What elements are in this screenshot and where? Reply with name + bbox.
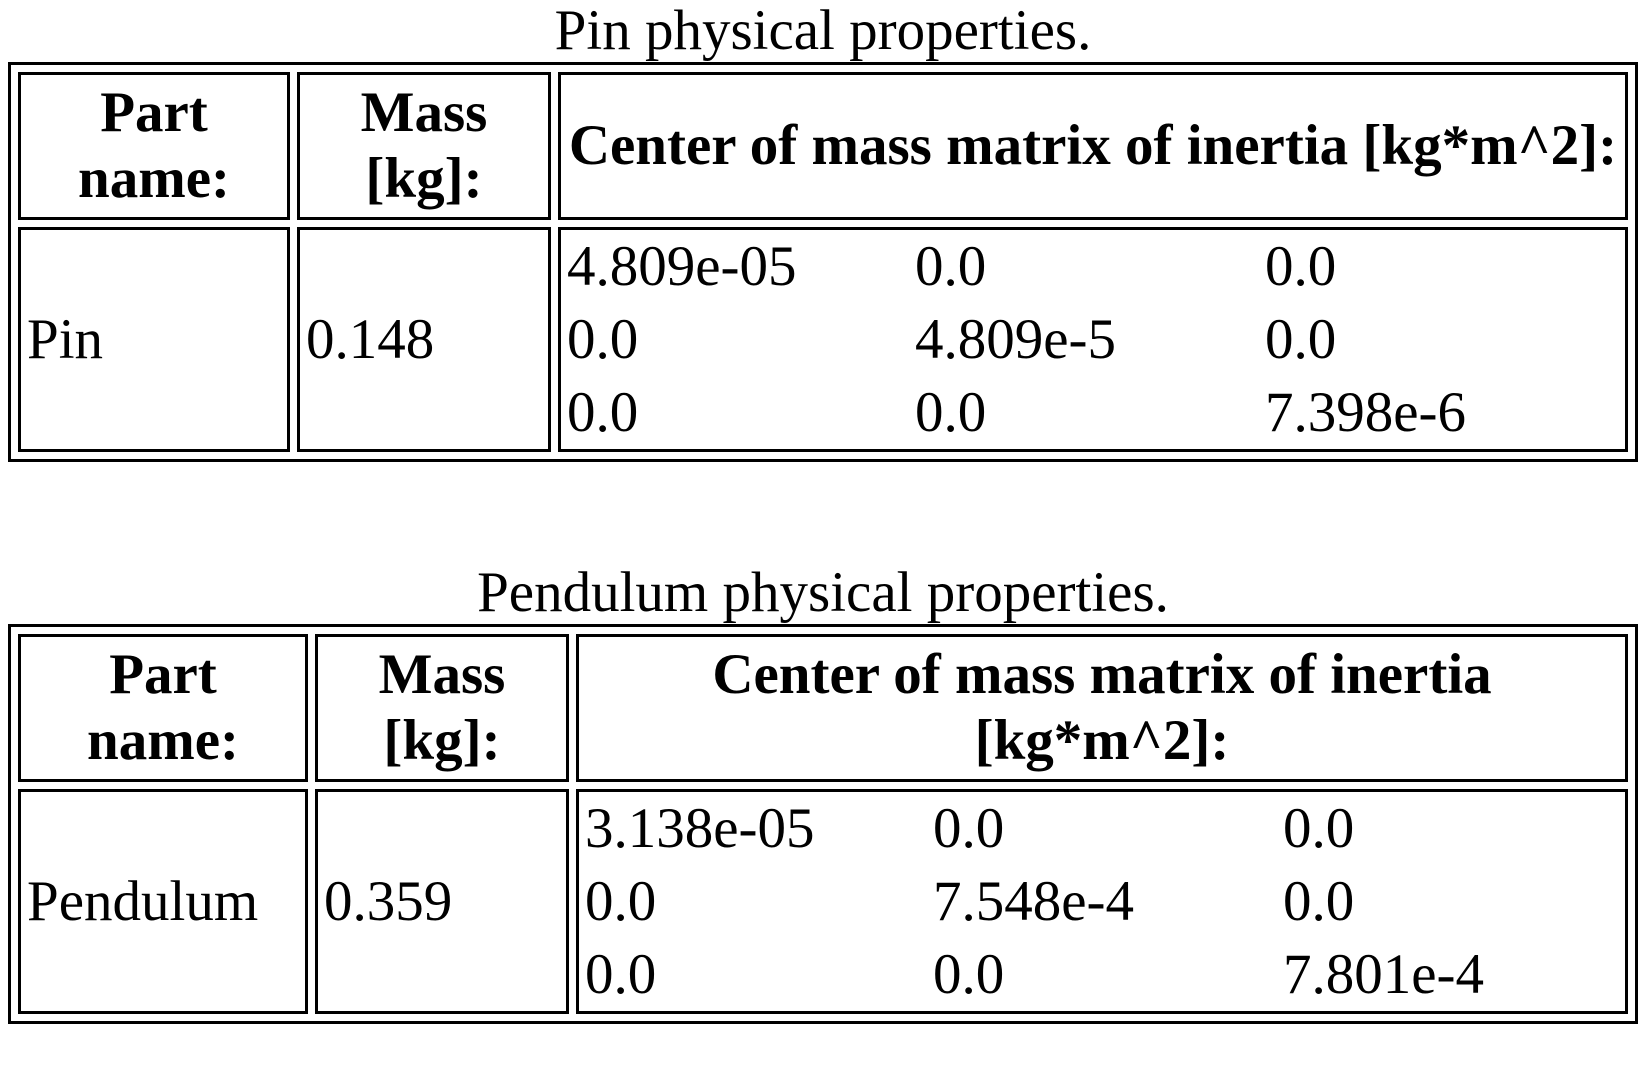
- pendulum-properties-table: Part name: Mass [kg]: Center of mass mat…: [8, 624, 1638, 1024]
- inertia-matrix-cell: 3.138e-05 0.0 0.0 0.0 7.548e-4 0.0 0.0 0…: [576, 789, 1628, 1014]
- matrix-value: 3.138e-05: [585, 797, 815, 860]
- matrix-value: 0.0: [1265, 235, 1337, 298]
- inertia-header: Center of mass matrix of inertia [kg*m^2…: [558, 72, 1628, 220]
- mass-header: Mass [kg]:: [297, 72, 551, 220]
- mass-header: Mass [kg]:: [315, 634, 569, 782]
- inertia-header: Center of mass matrix of inertia [kg*m^2…: [576, 634, 1628, 782]
- matrix-row: 4.809e-05 0.0 0.0: [567, 230, 1515, 303]
- pendulum-properties-block: Pendulum physical properties. Part name:…: [8, 562, 1638, 1024]
- pin-properties-block: Pin physical properties. Part name: Mass…: [8, 0, 1638, 462]
- matrix-value: 0.0: [585, 943, 657, 1006]
- matrix-row: 0.0 4.809e-5 0.0: [567, 303, 1515, 376]
- header-row: Part name: Mass [kg]: Center of mass mat…: [18, 634, 1628, 782]
- part-name-header: Part name:: [18, 634, 308, 782]
- matrix-row: 0.0 0.0 7.801e-4: [585, 938, 1533, 1011]
- matrix-row: 0.0 0.0 7.398e-6: [567, 376, 1515, 449]
- matrix-value: 7.548e-4: [933, 870, 1135, 933]
- inertia-matrix: 4.809e-05 0.0 0.0 0.0 4.809e-5 0.0 0.0 0…: [567, 230, 1515, 449]
- matrix-value: 0.0: [567, 308, 639, 371]
- matrix-value: 0.0: [915, 381, 987, 444]
- matrix-row: 0.0 7.548e-4 0.0: [585, 865, 1533, 938]
- matrix-value: 0.0: [933, 943, 1005, 1006]
- matrix-row: 3.138e-05 0.0 0.0: [585, 792, 1533, 865]
- part-name-cell: Pendulum: [18, 789, 308, 1014]
- matrix-value: 7.398e-6: [1265, 381, 1467, 444]
- matrix-value: 0.0: [915, 235, 987, 298]
- table-row: Pin 0.148 4.809e-05 0.0 0.0 0.0 4.809e-5…: [18, 227, 1628, 452]
- header-row: Part name: Mass [kg]: Center of mass mat…: [18, 72, 1628, 220]
- matrix-value: 0.0: [933, 797, 1005, 860]
- matrix-value: 4.809e-05: [567, 235, 797, 298]
- matrix-value: 0.0: [567, 381, 639, 444]
- mass-cell: 0.148: [297, 227, 551, 452]
- matrix-value: 0.0: [1265, 308, 1337, 371]
- inertia-matrix-cell: 4.809e-05 0.0 0.0 0.0 4.809e-5 0.0 0.0 0…: [558, 227, 1628, 452]
- mass-cell: 0.359: [315, 789, 569, 1014]
- pin-properties-table: Part name: Mass [kg]: Center of mass mat…: [8, 62, 1638, 462]
- part-name-header: Part name:: [18, 72, 290, 220]
- matrix-value: 0.0: [1283, 870, 1355, 933]
- matrix-value: 4.809e-5: [915, 308, 1117, 371]
- table-row: Pendulum 0.359 3.138e-05 0.0 0.0 0.0 7.5…: [18, 789, 1628, 1014]
- part-name-cell: Pin: [18, 227, 290, 452]
- matrix-value: 7.801e-4: [1283, 943, 1485, 1006]
- matrix-value: 0.0: [1283, 797, 1355, 860]
- table-caption: Pin physical properties.: [554, 0, 1092, 62]
- inertia-matrix: 3.138e-05 0.0 0.0 0.0 7.548e-4 0.0 0.0 0…: [585, 792, 1533, 1011]
- matrix-value: 0.0: [585, 870, 657, 933]
- table-caption: Pendulum physical properties.: [477, 561, 1169, 624]
